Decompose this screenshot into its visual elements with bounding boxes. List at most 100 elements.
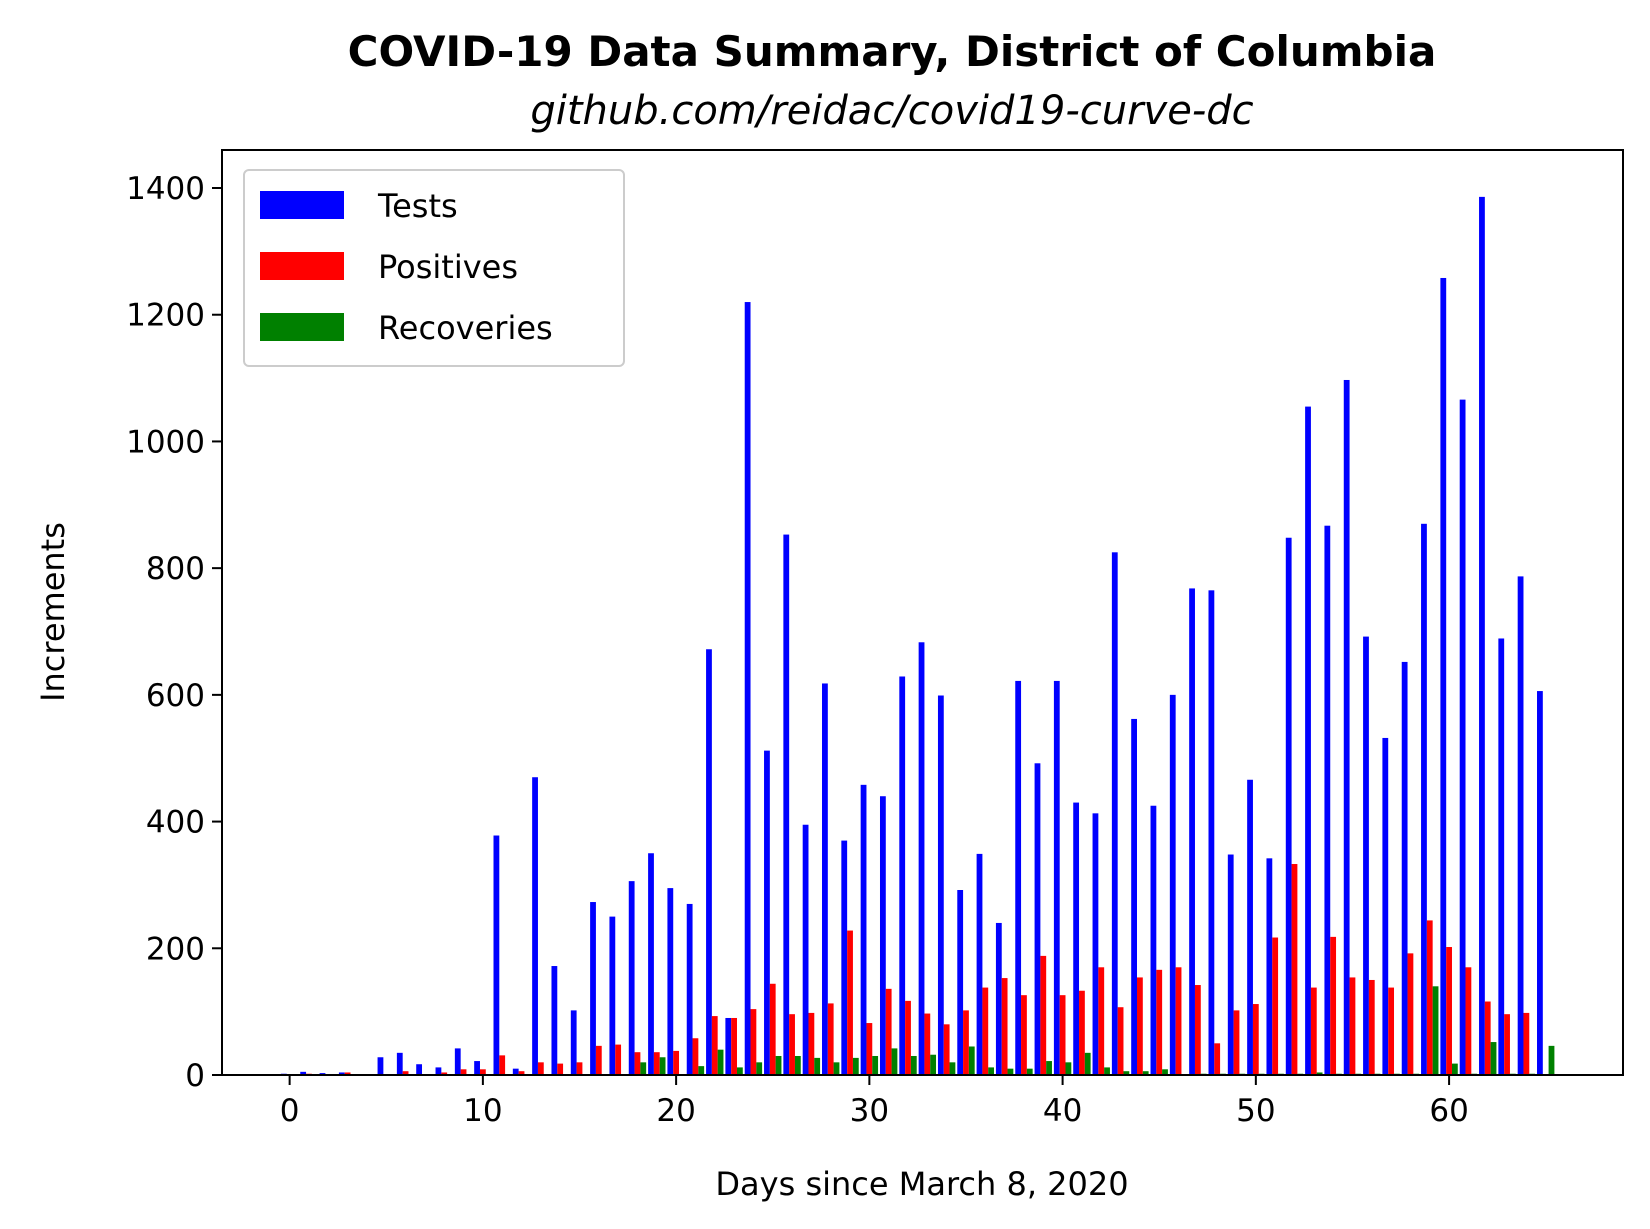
y-axis: 0 200 400 600 800 1000 1200 1400: [126, 171, 222, 1094]
bar-recoveries-43: [1123, 1071, 1130, 1075]
bar-positives-23: [731, 1017, 737, 1075]
bar-recoveries-40: [1065, 1062, 1072, 1075]
bar-positives-17: [615, 1044, 622, 1075]
bar-recoveries-34: [949, 1062, 956, 1075]
y-tick-label-1400: 1400: [126, 171, 205, 207]
bar-recoveries-30: [872, 1055, 879, 1075]
bar-positives-14: [557, 1063, 564, 1075]
bar-tests-27: [802, 824, 809, 1075]
bar-tests-30: [860, 784, 867, 1075]
bar-tests-28: [822, 683, 828, 1075]
bar-recoveries-38: [1026, 1068, 1033, 1075]
bar-positives-29: [847, 930, 853, 1075]
bar-tests-50: [1247, 779, 1253, 1075]
bar-tests-15: [570, 1010, 577, 1075]
bar-tests-38: [1015, 680, 1022, 1075]
bar-positives-47: [1194, 985, 1201, 1075]
x-axis: 0 10 20 30 40 50 60: [280, 1075, 1469, 1129]
bar-positives-9: [460, 1069, 467, 1075]
bar-positives-53: [1310, 987, 1317, 1075]
bar-tests-62: [1479, 196, 1485, 1075]
bar-tests-44: [1131, 718, 1137, 1075]
bar-positives-55: [1349, 977, 1356, 1075]
y-axis-label: Increments: [34, 522, 72, 702]
bar-tests-29: [841, 840, 848, 1075]
bar-tests-53: [1305, 406, 1311, 1076]
bar-positives-41: [1079, 990, 1085, 1075]
bar-tests-19: [648, 853, 654, 1075]
bar-positives-21: [692, 1038, 699, 1075]
bar-recoveries-62: [1490, 1042, 1497, 1075]
bar-tests-18: [628, 881, 635, 1075]
bar-tests-54: [1324, 525, 1331, 1075]
bar-tests-42: [1092, 813, 1099, 1075]
bar-positives-37: [1001, 978, 1008, 1075]
bar-recoveries-65: [1548, 1045, 1555, 1075]
bar-positives-15: [576, 1062, 583, 1075]
legend-swatch-recoveries: [260, 313, 344, 341]
bar-positives-58: [1407, 953, 1414, 1075]
legend-label-recoveries: Recoveries: [378, 309, 553, 347]
bar-recoveries-60: [1451, 1063, 1458, 1075]
bar-tests-36: [976, 853, 983, 1075]
bar-tests-51: [1266, 858, 1273, 1075]
bar-recoveries-31: [891, 1048, 898, 1075]
bar-positives-30: [866, 1023, 873, 1075]
bar-positives-8: [441, 1072, 448, 1075]
bar-recoveries-19: [659, 1057, 666, 1075]
bar-recoveries-29: [852, 1057, 859, 1075]
bar-recoveries-33: [930, 1054, 937, 1075]
bar-tests-60: [1440, 277, 1447, 1076]
bar-tests-32: [899, 676, 906, 1075]
y-tick-label-0: 0: [185, 1058, 205, 1094]
bar-tests-47: [1189, 588, 1195, 1075]
bar-positives-19: [653, 1052, 660, 1075]
bar-positives-64: [1523, 1012, 1530, 1075]
bar-positives-33: [924, 1013, 931, 1075]
bar-recoveries-18: [640, 1062, 647, 1075]
bar-tests-37: [995, 922, 1002, 1075]
bar-positives-43: [1117, 1007, 1124, 1075]
bars-group: [280, 196, 1555, 1076]
bar-recoveries-42: [1104, 1067, 1110, 1075]
bar-positives-10: [479, 1069, 486, 1075]
bar-tests-40: [1053, 680, 1060, 1075]
bar-tests-57: [1382, 737, 1389, 1075]
bar-tests-46: [1169, 694, 1176, 1075]
bar-tests-1: [300, 1071, 307, 1075]
bar-positives-44: [1137, 977, 1143, 1075]
bar-tests-49: [1227, 854, 1234, 1075]
bar-positives-59: [1426, 920, 1433, 1075]
bar-tests-8: [435, 1067, 442, 1075]
x-tick-label-20: 20: [656, 1093, 695, 1129]
legend: Tests Positives Recoveries: [243, 169, 625, 367]
bar-positives-28: [827, 1003, 834, 1075]
bar-tests-58: [1401, 661, 1408, 1075]
bar-positives-46: [1175, 967, 1182, 1075]
bar-recoveries-22: [717, 1049, 724, 1075]
legend-swatch-positives: [260, 252, 344, 280]
bar-tests-16: [590, 902, 596, 1075]
bar-positives-24: [750, 1009, 757, 1075]
bar-positives-56: [1368, 979, 1375, 1075]
bar-positives-49: [1233, 1010, 1240, 1075]
bar-positives-13: [537, 1062, 544, 1075]
bar-recoveries-59: [1432, 986, 1439, 1075]
bar-positives-31: [885, 988, 892, 1075]
bar-tests-65: [1537, 691, 1543, 1075]
bar-tests-3: [338, 1072, 345, 1075]
bar-tests-23: [725, 1017, 732, 1075]
bar-recoveries-45: [1162, 1069, 1168, 1075]
bar-tests-59: [1421, 523, 1427, 1075]
bar-tests-48: [1208, 590, 1215, 1075]
x-tick-label-50: 50: [1236, 1093, 1275, 1129]
bar-positives-57: [1388, 987, 1395, 1075]
bar-positives-27: [808, 1012, 815, 1075]
bar-tests-5: [377, 1057, 384, 1075]
bar-positives-34: [943, 1024, 950, 1075]
bar-tests-63: [1498, 638, 1505, 1075]
x-tick-label-0: 0: [280, 1093, 300, 1129]
y-tick-label-1200: 1200: [126, 298, 205, 334]
bar-positives-35: [963, 1010, 969, 1075]
bar-positives-54: [1330, 936, 1337, 1075]
